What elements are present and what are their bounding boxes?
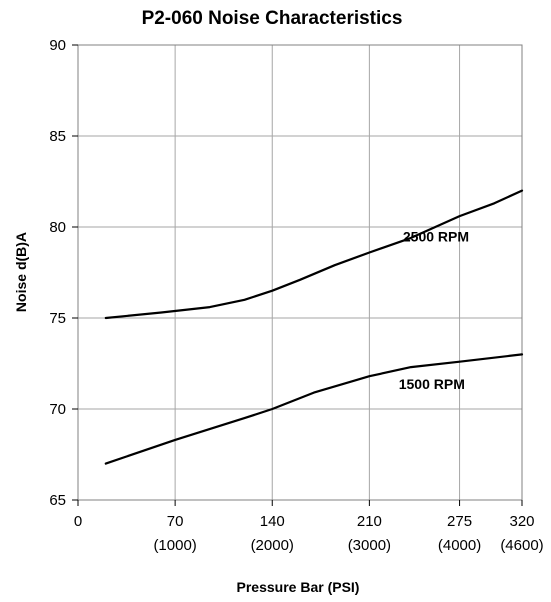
chart-title: P2-060 Noise Characteristics xyxy=(142,8,403,29)
y-tick-label: 80 xyxy=(49,219,66,236)
series-label-annotation: 2500 RPM xyxy=(403,229,469,245)
grid xyxy=(78,45,522,500)
y-tick-label: 65 xyxy=(49,492,66,509)
x-tick-label: 320 xyxy=(509,513,534,530)
x-axis-label: Pressure Bar (PSI) xyxy=(237,579,360,595)
x-tick-label: 0 xyxy=(74,513,82,530)
x-tick-sublabel: (4000) xyxy=(438,537,481,554)
series-lines xyxy=(104,189,524,465)
x-tick-label: 210 xyxy=(357,513,382,530)
plot-area-frame xyxy=(77,44,523,501)
x-tick-sublabel: (2000) xyxy=(251,537,294,554)
y-tick-label: 75 xyxy=(49,310,66,327)
tick-labels: 65 70 75 80 85 90 0 70 (1000) 140 (2000) 210 (3000) 2… xyxy=(49,37,543,554)
x-tick-sublabel: (1000) xyxy=(153,537,196,554)
x-tick-label: 140 xyxy=(260,513,285,530)
y-axis-label: Noise d(B)A xyxy=(13,232,29,312)
x-tick-sublabel: (4600) xyxy=(500,537,543,554)
x-tick-label: 70 xyxy=(167,513,184,530)
x-tick-sublabel: (3000) xyxy=(348,537,391,554)
series-annotations: 2500 RPM 1500 RPM xyxy=(399,229,469,392)
series-line-2500-rpm xyxy=(104,189,524,320)
y-tick-label: 70 xyxy=(49,401,66,418)
x-tick-label: 275 xyxy=(447,513,472,530)
y-tick-label: 85 xyxy=(49,128,66,145)
y-tick-label: 90 xyxy=(49,37,66,54)
series-label-annotation: 1500 RPM xyxy=(399,376,465,392)
series-line-1500-rpm xyxy=(104,353,524,465)
axes xyxy=(72,44,523,506)
